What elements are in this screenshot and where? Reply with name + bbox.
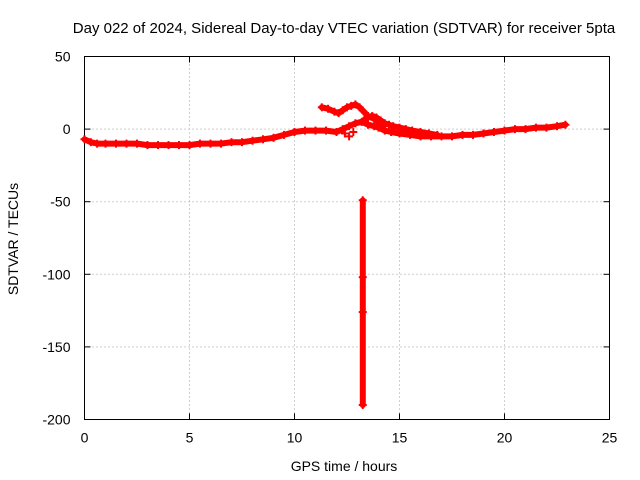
data-point	[358, 308, 367, 317]
data-point	[345, 132, 354, 141]
data-point	[269, 133, 278, 142]
data-point	[532, 123, 540, 132]
data-point	[416, 128, 425, 137]
data-point	[364, 120, 372, 129]
x-tick-label: 0	[81, 430, 89, 446]
data-point	[93, 139, 102, 148]
data-point	[185, 141, 194, 150]
data-point	[280, 130, 288, 139]
y-tick-label: 50	[55, 49, 71, 65]
data-point	[408, 126, 417, 135]
data-point	[372, 113, 381, 122]
y-tick-label: -200	[42, 412, 70, 428]
data-point	[164, 141, 173, 150]
data-point	[112, 139, 120, 148]
data-point	[290, 128, 299, 137]
data-point	[553, 122, 561, 131]
data-point	[469, 130, 477, 139]
data-point	[387, 128, 396, 137]
data-point	[351, 119, 360, 128]
data-point	[479, 129, 488, 138]
chart-title: Day 022 of 2024, Sidereal Day-to-day VTE…	[73, 20, 616, 37]
data-point	[542, 123, 551, 132]
y-tick-label: -150	[42, 339, 70, 355]
y-tick-label: -100	[42, 266, 70, 282]
data-point	[334, 109, 343, 118]
data-point	[389, 122, 398, 131]
data-point	[370, 122, 379, 131]
data-point	[368, 112, 377, 121]
y-tick-label: -50	[50, 194, 70, 210]
x-tick-label: 15	[392, 430, 408, 446]
data-point	[340, 129, 349, 138]
data-point	[217, 139, 225, 148]
series-band	[81, 118, 569, 149]
data-point	[458, 130, 467, 139]
data-point	[359, 116, 368, 125]
data-point	[358, 196, 367, 205]
data-point	[86, 138, 95, 147]
data-point	[364, 113, 372, 122]
data-point	[338, 125, 347, 134]
data-point	[358, 273, 367, 282]
data-point	[322, 126, 330, 135]
grid-lines	[84, 56, 610, 420]
data-point	[358, 400, 367, 409]
data-point	[500, 126, 509, 135]
data-point	[154, 141, 162, 150]
data-point	[332, 128, 341, 137]
data-point	[343, 103, 351, 112]
x-tick-label: 5	[186, 430, 194, 446]
data-point	[351, 100, 360, 109]
data-point	[448, 132, 456, 141]
data-point	[301, 126, 309, 135]
data-point	[380, 119, 389, 128]
x-tick-label: 25	[602, 430, 618, 446]
data-point	[133, 139, 141, 148]
data-point	[196, 139, 204, 148]
data-point	[376, 116, 385, 125]
data-point	[490, 128, 498, 137]
data-points	[80, 100, 570, 409]
data-point	[561, 120, 570, 129]
data-point	[424, 129, 433, 138]
plot-frame	[84, 56, 610, 420]
data-point	[311, 126, 320, 135]
y-axis-label: SDTVAR / TECUs	[5, 183, 21, 295]
data-point	[338, 106, 347, 115]
data-point	[238, 138, 246, 147]
data-point	[511, 125, 519, 134]
data-point	[175, 141, 183, 150]
data-point	[401, 125, 410, 134]
axis-ticks: 0 5 10 15 20 25 -200 -150 -100 -50 0 50	[42, 49, 617, 446]
y-tick-label: 0	[63, 121, 71, 137]
x-axis-label: GPS time / hours	[291, 458, 398, 474]
data-point	[385, 120, 393, 129]
data-point	[395, 123, 404, 132]
data-point	[122, 139, 131, 148]
data-point	[143, 141, 152, 150]
data-point	[330, 107, 339, 116]
data-point	[324, 104, 333, 113]
data-point	[101, 139, 110, 148]
data-point	[206, 139, 215, 148]
data-point	[349, 128, 358, 137]
x-tick-label: 10	[287, 430, 303, 446]
data-point	[433, 130, 442, 139]
data-point	[227, 138, 236, 147]
data-point	[345, 122, 354, 131]
data-point	[355, 103, 364, 112]
x-tick-label: 20	[497, 430, 513, 446]
data-point	[80, 135, 89, 144]
data-point	[347, 101, 356, 110]
data-point	[521, 125, 530, 134]
data-point	[259, 135, 267, 144]
data-point	[248, 136, 257, 145]
data-point	[317, 103, 326, 112]
